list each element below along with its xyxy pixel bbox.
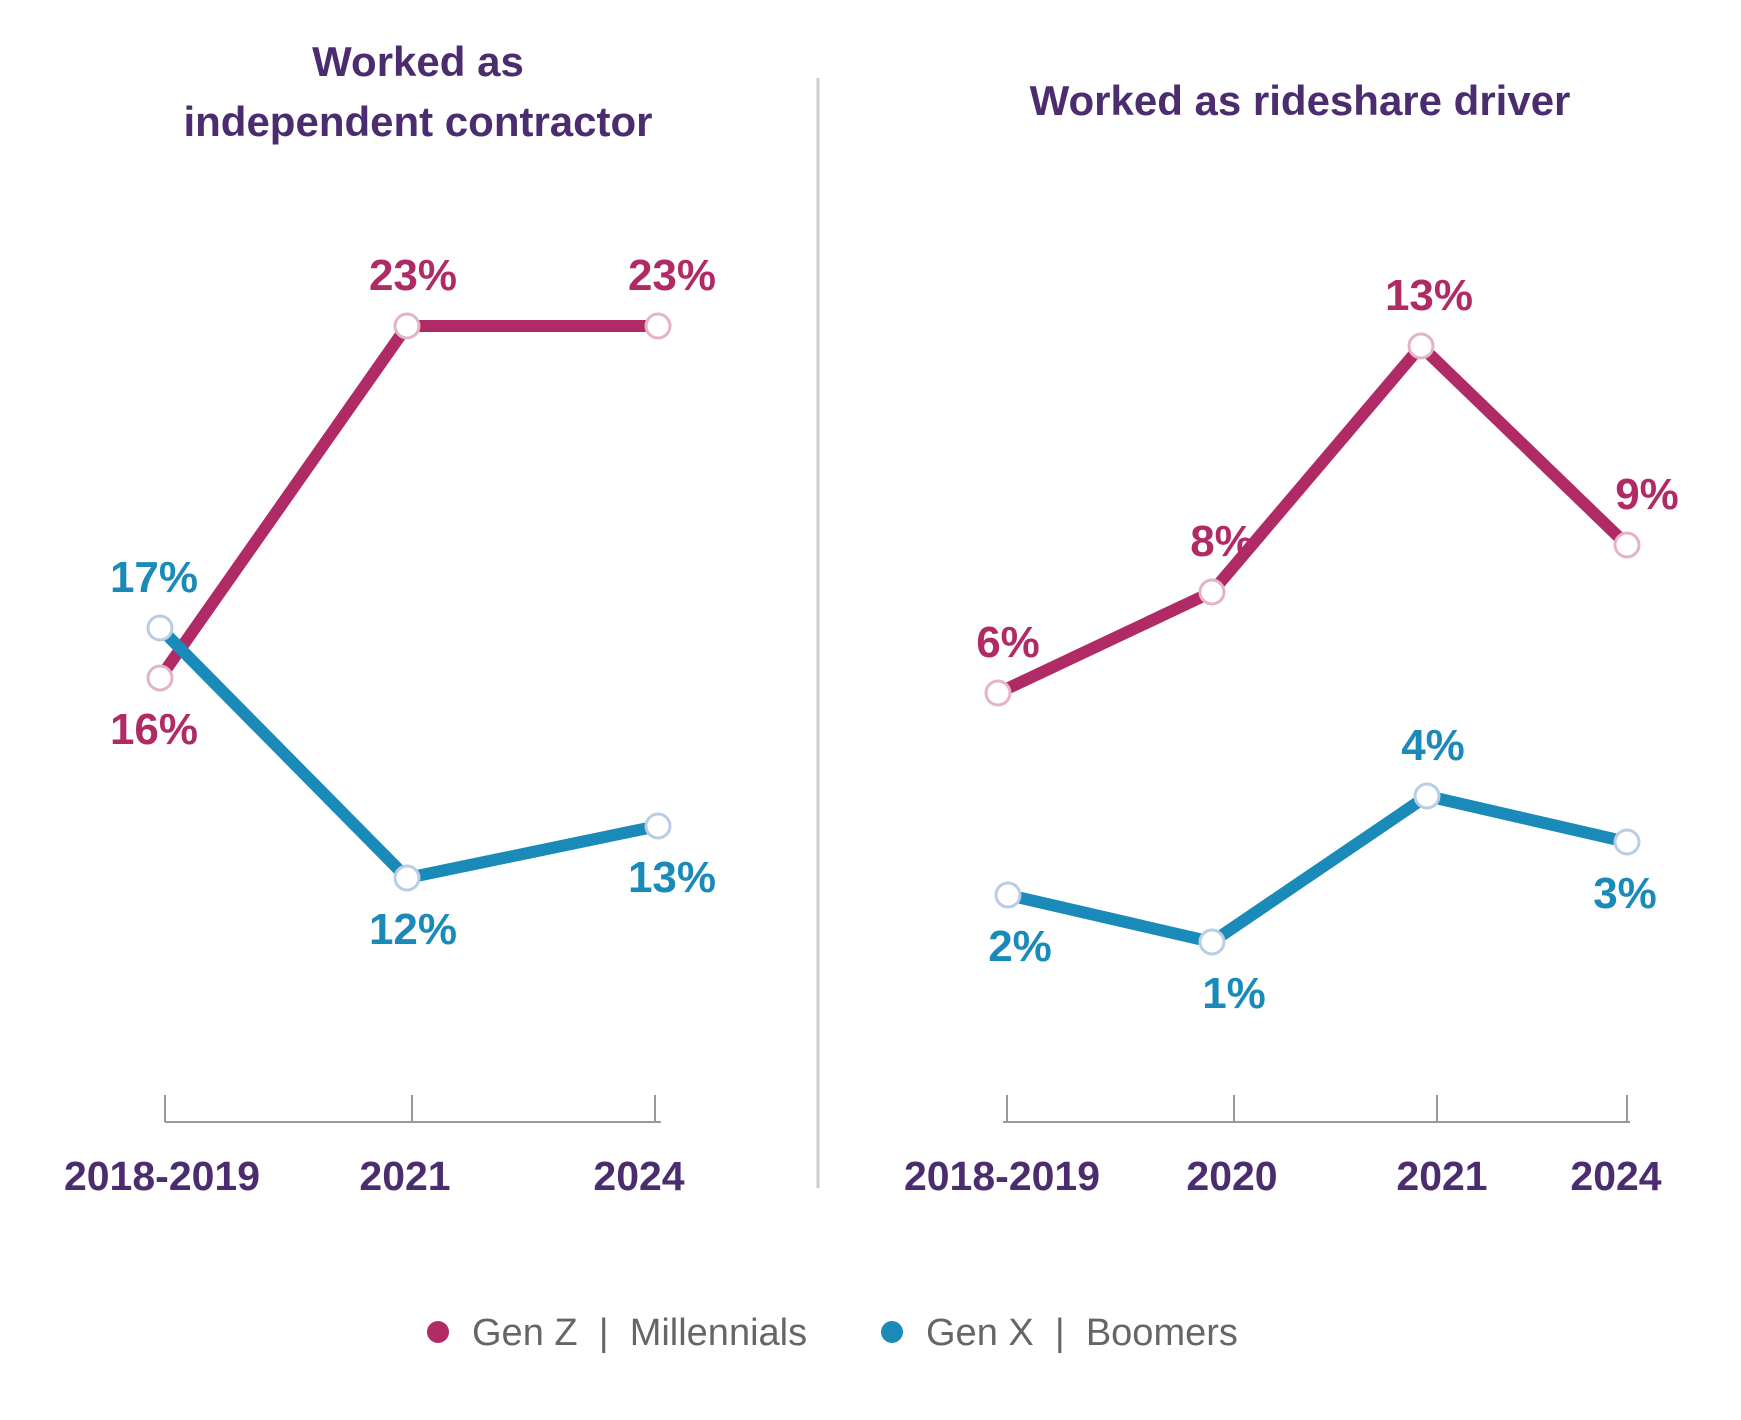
legend-item: Gen X | Boomers xyxy=(881,1312,1238,1354)
data-label: 8% xyxy=(1190,517,1254,566)
x-tick-label: 2024 xyxy=(593,1153,684,1199)
chart-title-line: Worked as rideshare driver xyxy=(1030,77,1571,124)
data-point xyxy=(994,881,1022,909)
data-point xyxy=(644,312,672,340)
data-label: 13% xyxy=(628,853,716,902)
series-line xyxy=(992,340,1633,699)
series-line xyxy=(1002,790,1633,948)
legend-label: Gen X | Boomers xyxy=(926,1312,1238,1354)
data-label: 13% xyxy=(1385,271,1473,320)
data-point xyxy=(1613,828,1641,856)
series-gen-z-millennials: 6% 8% 13% 9% xyxy=(976,271,1679,707)
data-point xyxy=(393,312,421,340)
series-gen-z-millennials: 16% 23% 23% xyxy=(110,251,716,754)
data-point xyxy=(1613,531,1641,559)
x-tick-label: 2020 xyxy=(1186,1153,1277,1199)
legend-label: Gen Z | Millennials xyxy=(472,1312,807,1354)
data-point xyxy=(146,614,174,642)
x-tick-label: 2018-2019 xyxy=(64,1153,260,1199)
data-label: 16% xyxy=(110,705,198,754)
x-tick-label: 2024 xyxy=(1570,1153,1661,1199)
series-line xyxy=(154,622,664,884)
chart-panel-2: Worked as rideshare driver 2018-2019 2020 2… xyxy=(904,77,1679,1199)
series-line xyxy=(154,320,664,684)
legend: Gen Z | Millennials Gen X | Boomers xyxy=(427,1312,1238,1354)
chart-title-line: Worked as xyxy=(312,38,524,85)
series-gen-x-boomers: 17% 12% 13% xyxy=(110,553,716,954)
data-label: 17% xyxy=(110,553,198,602)
data-point xyxy=(1198,578,1226,606)
data-point xyxy=(1198,928,1226,956)
x-tick-label: 2018-2019 xyxy=(904,1153,1100,1199)
chart-title-line: independent contractor xyxy=(183,98,652,145)
x-tick-label: 2021 xyxy=(1396,1153,1487,1199)
series-gen-x-boomers: 2% 1% 4% 3% xyxy=(988,721,1657,1018)
data-label: 9% xyxy=(1615,470,1679,519)
data-point xyxy=(393,864,421,892)
data-label: 12% xyxy=(369,905,457,954)
data-point xyxy=(984,679,1012,707)
legend-marker xyxy=(427,1321,449,1343)
data-point xyxy=(1407,332,1435,360)
data-label: 6% xyxy=(976,618,1040,667)
data-label: 1% xyxy=(1202,969,1266,1018)
data-label: 3% xyxy=(1593,869,1657,918)
data-label: 23% xyxy=(628,251,716,300)
data-label: 4% xyxy=(1401,721,1465,770)
data-point xyxy=(644,812,672,840)
legend-marker xyxy=(881,1321,903,1343)
x-tick-label: 2021 xyxy=(359,1153,450,1199)
chart-panel-1: Worked as independent contractor 2018-2019… xyxy=(64,38,716,1199)
data-point xyxy=(146,664,174,692)
data-label: 23% xyxy=(369,251,457,300)
legend-item: Gen Z | Millennials xyxy=(427,1312,807,1354)
data-point xyxy=(1413,782,1441,810)
data-label: 2% xyxy=(988,922,1052,971)
